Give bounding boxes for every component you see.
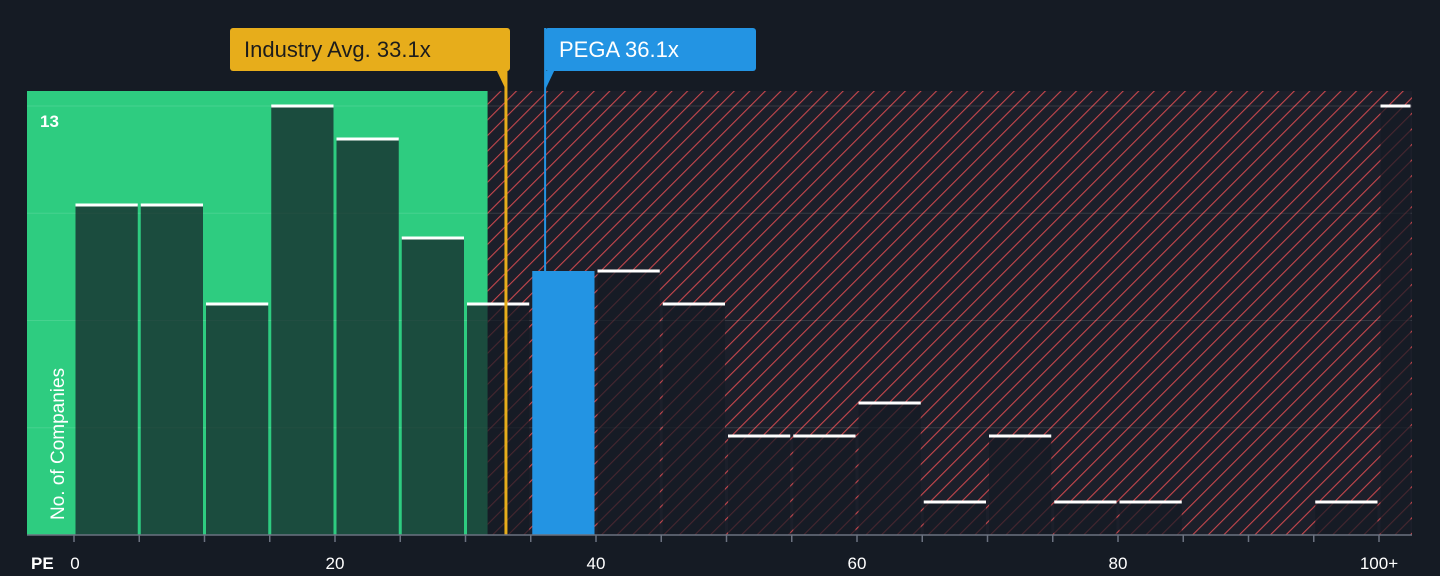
- industry-average-callout: Industry Avg. 33.1x: [230, 28, 510, 71]
- bar-cap: [1054, 500, 1117, 504]
- bar-cap: [1380, 104, 1411, 108]
- histogram-bar: [793, 436, 856, 535]
- histogram-bar: [1315, 502, 1378, 535]
- bar-cap: [728, 434, 791, 438]
- histogram-bar: [271, 106, 334, 535]
- bar-cap: [75, 203, 138, 207]
- bar-cap: [1315, 500, 1378, 504]
- histogram-bar: [662, 304, 725, 535]
- company-pe-callout: PEGA 36.1x: [545, 28, 756, 71]
- bar-cap: [1119, 500, 1182, 504]
- x-tick-label: 40: [587, 554, 606, 571]
- x-tick-label: 0: [70, 554, 79, 571]
- bar-cap: [793, 434, 856, 438]
- y-axis-label: No. of Companies: [48, 367, 69, 520]
- bar-cap: [467, 302, 530, 306]
- histogram-bar: [597, 271, 660, 535]
- bar-cap: [597, 269, 660, 273]
- histogram-bar: [728, 436, 791, 535]
- histogram-bar: [336, 139, 399, 535]
- bar-cap: [923, 500, 986, 504]
- x-tick-label: 100+: [1360, 554, 1398, 571]
- bar-cap: [989, 434, 1052, 438]
- bar-cap: [271, 104, 334, 108]
- company-bar: [532, 271, 595, 535]
- x-tick-label: 80: [1109, 554, 1128, 571]
- histogram-bar: [467, 304, 530, 535]
- histogram-bar: [206, 304, 269, 535]
- histogram-bar: [140, 205, 203, 535]
- company-callout-pointer: [545, 71, 555, 90]
- histogram-bar: [858, 403, 921, 535]
- histogram-bar: [923, 502, 986, 535]
- histogram-bar: [75, 205, 138, 535]
- histogram-bar: [1119, 502, 1182, 535]
- x-tick-label: 60: [848, 554, 867, 571]
- x-axis-label: PE: [31, 554, 54, 571]
- bar-cap: [140, 203, 203, 207]
- bar-cap: [336, 137, 399, 141]
- x-tick-label: 20: [326, 554, 345, 571]
- bar-cap: [662, 302, 725, 306]
- industry-callout-pointer: [496, 71, 506, 90]
- histogram-bar: [989, 436, 1052, 535]
- bar-cap: [401, 236, 464, 240]
- bar-cap: [206, 302, 269, 306]
- histogram-bar: [1054, 502, 1117, 535]
- bar-cap: [858, 401, 921, 405]
- histogram-bar: [401, 238, 464, 535]
- y-max-label: 13: [40, 112, 59, 131]
- histogram-bar: [1380, 106, 1411, 535]
